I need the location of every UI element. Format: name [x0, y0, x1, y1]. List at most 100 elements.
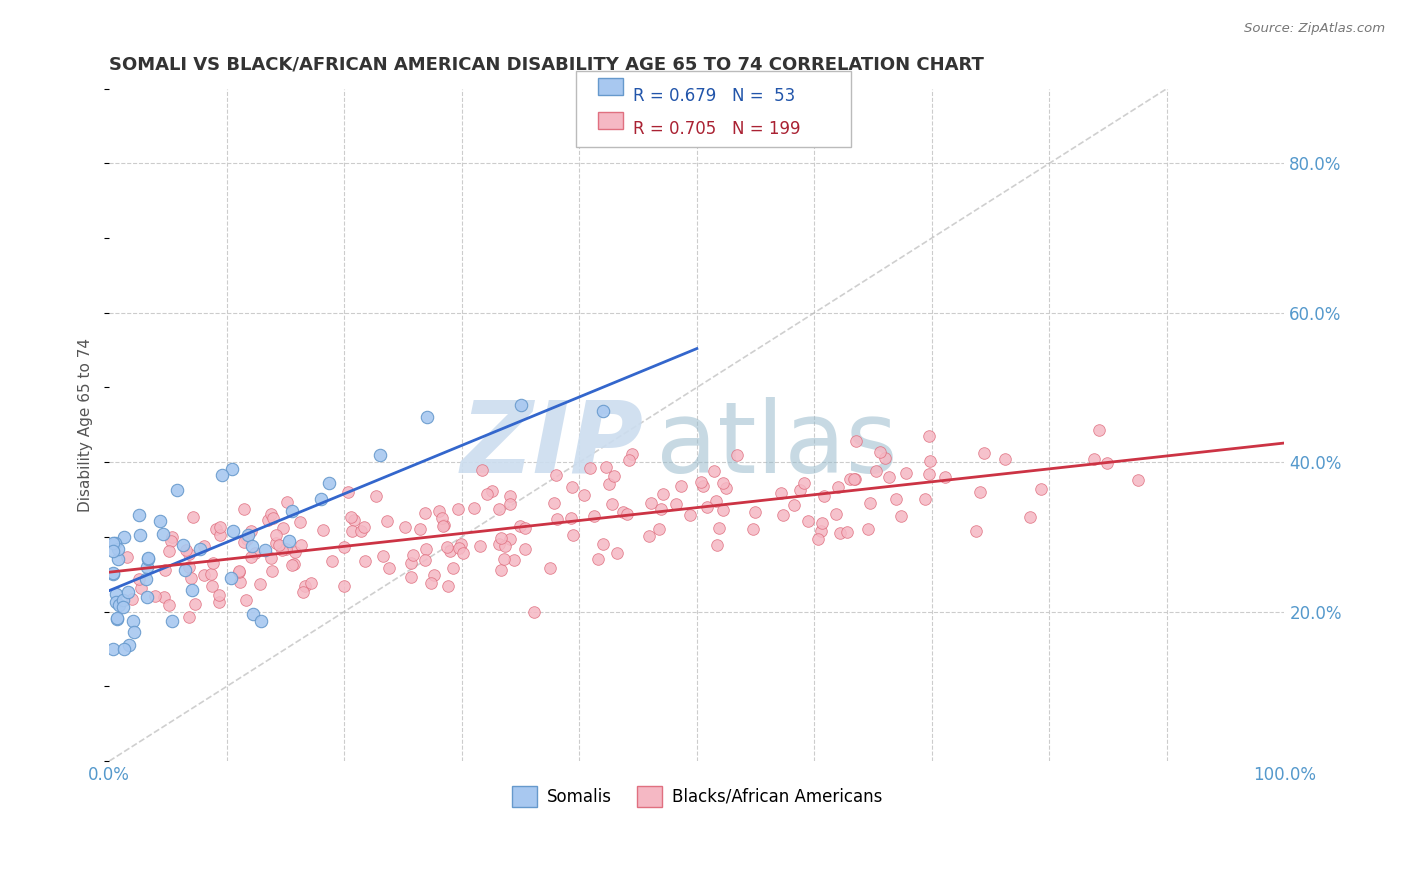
Text: Source: ZipAtlas.com: Source: ZipAtlas.com: [1244, 22, 1385, 36]
Point: [1126, 473, 1149, 487]
Point: [235, 593, 257, 607]
Point: [177, 610, 200, 624]
Point: [856, 522, 879, 536]
Point: [267, 537, 290, 551]
Point: [811, 516, 834, 530]
Point: [105, 611, 128, 625]
Point: [692, 479, 714, 493]
Point: [544, 468, 567, 483]
Point: [184, 598, 207, 612]
Point: [166, 483, 188, 497]
Point: [844, 472, 866, 486]
Point: [437, 579, 460, 593]
Point: [934, 470, 956, 484]
Point: [598, 476, 620, 491]
Point: [491, 563, 513, 577]
Point: [917, 467, 939, 482]
Text: SOMALI VS BLACK/AFRICAN AMERICAN DISABILITY AGE 65 TO 74 CORRELATION CHART: SOMALI VS BLACK/AFRICAN AMERICAN DISABIL…: [110, 55, 984, 73]
Point: [606, 545, 628, 559]
Point: [236, 533, 259, 547]
Point: [973, 446, 995, 460]
Point: [1088, 423, 1111, 437]
Point: [433, 517, 456, 532]
Point: [620, 447, 643, 461]
Point: [561, 528, 583, 542]
Point: [201, 557, 224, 571]
Point: [450, 537, 472, 551]
Point: [101, 566, 124, 581]
Point: [890, 509, 912, 524]
Point: [271, 542, 294, 557]
Point: [509, 399, 531, 413]
Point: [769, 486, 792, 500]
Point: [128, 528, 150, 542]
Point: [413, 553, 436, 567]
Point: [499, 497, 522, 511]
Point: [264, 536, 287, 550]
Point: [281, 558, 304, 572]
Point: [488, 502, 510, 516]
Point: [706, 538, 728, 552]
Point: [378, 560, 401, 574]
Point: [600, 497, 623, 511]
Point: [441, 561, 464, 575]
Point: [193, 540, 215, 554]
Point: [494, 551, 516, 566]
Point: [869, 445, 891, 459]
Point: [339, 509, 361, 524]
Point: [914, 492, 936, 507]
Point: [1019, 510, 1042, 524]
Point: [245, 546, 267, 560]
Point: [875, 451, 897, 466]
Point: [813, 489, 835, 503]
Point: [494, 540, 516, 554]
Point: [250, 614, 273, 628]
Point: [152, 527, 174, 541]
Point: [703, 464, 725, 478]
Point: [350, 524, 373, 538]
Point: [222, 524, 245, 538]
Point: [561, 480, 583, 494]
Point: [488, 537, 510, 551]
Point: [509, 519, 531, 533]
Point: [538, 561, 561, 575]
Point: [707, 521, 730, 535]
Point: [353, 520, 375, 534]
Point: [152, 591, 174, 605]
Point: [291, 585, 314, 599]
Point: [228, 564, 250, 578]
Text: R = 0.705   N = 199: R = 0.705 N = 199: [633, 120, 800, 138]
Point: [638, 529, 661, 543]
Point: [965, 524, 987, 538]
Text: atlas: atlas: [655, 397, 897, 493]
Point: [180, 571, 202, 585]
Point: [205, 522, 228, 536]
Point: [136, 551, 159, 566]
Point: [117, 585, 139, 599]
Point: [617, 452, 640, 467]
Point: [716, 481, 738, 495]
Point: [603, 469, 626, 483]
Point: [741, 522, 763, 536]
Point: [333, 579, 356, 593]
Point: [276, 542, 298, 557]
Point: [162, 531, 184, 545]
Point: [177, 547, 200, 561]
Point: [796, 514, 818, 528]
Point: [828, 526, 851, 541]
Point: [449, 541, 471, 556]
Point: [211, 468, 233, 483]
Point: [560, 511, 582, 525]
Point: [489, 531, 512, 545]
Point: [513, 541, 536, 556]
Point: [877, 470, 900, 484]
Point: [647, 522, 669, 536]
Point: [436, 540, 458, 554]
Point: [713, 503, 735, 517]
Point: [690, 475, 713, 490]
Point: [354, 553, 377, 567]
Point: [221, 461, 243, 475]
Point: [271, 521, 294, 535]
Point: [1097, 456, 1119, 470]
Point: [294, 579, 316, 593]
